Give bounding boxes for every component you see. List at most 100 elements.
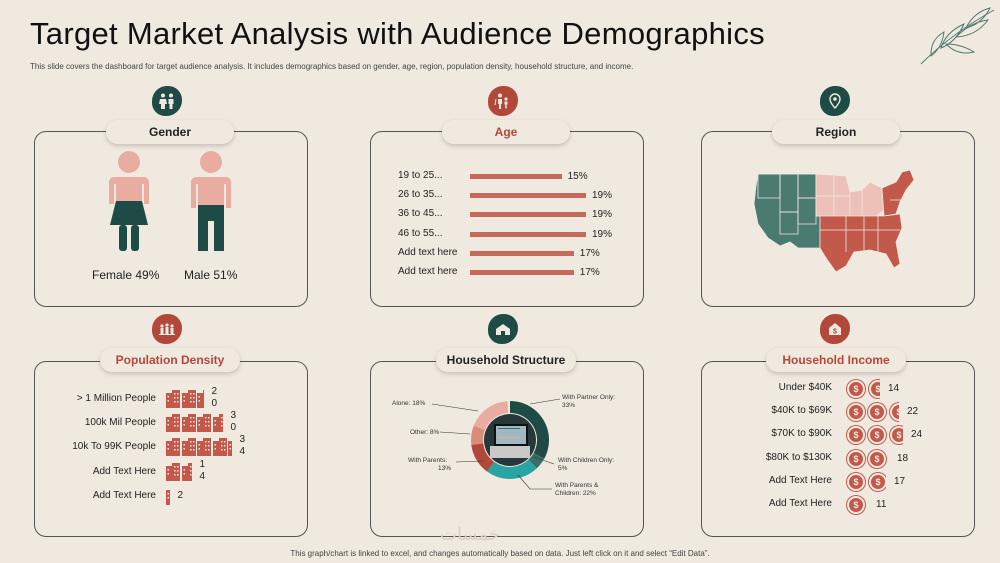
age-bar [470,270,574,275]
building-partial [197,390,204,408]
gender-title: Gender [106,120,234,144]
building-icon [228,441,232,457]
donut-segment [510,401,549,459]
coin-partial: $ [868,472,886,492]
population-row-label: 100k Mil People [84,417,156,429]
coin-icon: $ [868,426,886,445]
building-partial [212,414,223,433]
population-row-value-2: 0 [230,422,237,434]
with-parents-children-label-2: Children: 22% [555,490,596,497]
age-row-label: 36 to 45... [398,208,443,220]
with-partner-label-2: 33% [562,402,576,409]
age-row-label: 46 to 55... [398,227,443,239]
gender-panel [34,131,308,307]
household-structure-title: Household Structure [436,348,576,372]
population-row-label: 10k To 99K People [72,441,156,453]
building-icon [197,390,204,408]
with-parents-label-1: With Parents: [408,457,448,464]
household-donut-chart [471,401,549,479]
coin-icon: $ [847,403,865,422]
building-icon [197,438,211,457]
donut-segment [528,453,545,469]
leaf-decoration [920,7,995,65]
building-partial [166,487,170,505]
building-icon [166,390,180,408]
coin-icon: $ [847,380,865,398]
population-row-value: 3 [239,434,246,446]
age-bar [470,231,586,237]
age-row-value: 19% [592,190,613,202]
other-label: Other: 8% [410,429,440,436]
with-partner-label-1: With Partner Only: [562,394,616,401]
age-row-label: 26 to 35... [398,189,443,201]
population-row-value: 3 [230,410,237,422]
income-row-label: $70K to $90K [771,428,832,440]
building-icon [212,414,223,433]
age-row-label: Add text here [398,246,458,258]
age-row-value: 19% [592,209,613,221]
coin-icon: $ [868,449,886,468]
coin-icon: $ [869,380,880,398]
population-density-title: Population Density [100,348,240,372]
coin-icon: $ [868,403,886,422]
building-icon [166,414,180,433]
household-income-title: Household Income [766,348,906,372]
household-leader-lines [431,398,561,490]
income-row-value: 24 [911,429,923,441]
coin-partial: $ [889,425,903,445]
gender-icon [152,86,182,116]
coin-icon: $ [847,449,865,468]
footer-note: This graph/chart is linked to excel, and… [290,549,710,558]
us-region-map [753,169,915,273]
income-row-label: Add Text Here [768,498,832,509]
male-figure-icon [191,151,231,251]
page-title: Target Market Analysis with Audience Dem… [30,16,765,51]
age-row-value: 17% [579,247,600,259]
age-row-value: 17% [579,267,600,278]
age-bar [470,174,562,179]
house-icon [488,314,518,344]
income-row-value: 22 [907,406,919,418]
population-row-value-2: 4 [199,470,206,482]
female-label: Female 49% [92,268,160,282]
income-row-value: 17 [894,475,906,487]
donut-segment [471,443,495,472]
age-bar [470,193,586,199]
coin-icon: $ [847,472,865,491]
building-icon [181,390,196,408]
age-bar [470,250,574,256]
female-figure-icon [109,151,149,251]
male-label: Male 51% [184,268,238,282]
building-icon [181,414,196,433]
income-row-label: Under $40K [778,382,832,393]
population-row-label: Add Text Here [92,489,156,501]
coin-icon: $ [890,426,903,445]
building-partial [181,462,192,481]
age-bar [470,212,586,218]
income-row-value: 18 [897,452,909,464]
age-row-value: 19% [592,228,613,240]
income-row-value: 14 [888,383,900,394]
with-children-label-1: With Children Only: [558,457,614,464]
population-row-value: 2 [177,489,184,501]
population-row-label: Add Text Here [92,465,156,477]
income-row-label: $80K to $130K [765,451,832,463]
building-icon [166,489,170,505]
building-icon [212,438,227,457]
coin-partial: $ [868,379,880,399]
svg-text:$: $ [833,329,837,336]
coin-icon: $ [890,403,899,422]
region-title: Region [772,120,900,144]
building-icon [197,414,211,433]
age-title: Age [442,120,570,144]
income-row-value: 11 [876,499,887,510]
page-subtitle: This slide covers the dashboard for targ… [30,62,634,71]
household-photo [484,414,536,466]
age-icon [488,86,518,116]
population-row-label: > 1 Million People [76,393,156,404]
population-row-value: 1 [199,458,206,470]
building-icon [181,462,192,481]
alone-label: Alone: 18% [392,400,426,407]
coin-icon: $ [869,472,886,491]
age-row-value: 15% [567,171,588,182]
